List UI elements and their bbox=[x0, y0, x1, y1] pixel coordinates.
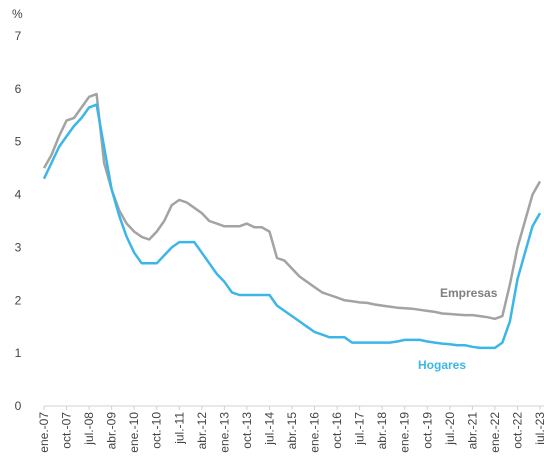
x-tick-label: oct.-07 bbox=[60, 412, 74, 449]
x-tick-label: oct.-10 bbox=[150, 412, 164, 449]
x-tick-label: jul.-08 bbox=[82, 412, 96, 446]
x-tick-label: abr.-21 bbox=[465, 412, 479, 450]
x-tick-label: jul.-20 bbox=[443, 412, 457, 446]
x-tick-label: jul.-17 bbox=[353, 412, 367, 446]
x-tick-label: ene.-07 bbox=[37, 412, 51, 453]
x-tick-label: jul.-14 bbox=[262, 412, 276, 446]
x-tick-label: abr.-09 bbox=[105, 412, 119, 450]
x-tick-label: ene.-22 bbox=[488, 412, 502, 453]
x-tick-label: abr.-12 bbox=[195, 412, 209, 450]
x-tick-label: jul.-11 bbox=[172, 412, 186, 445]
y-tick-label: 1 bbox=[15, 346, 22, 360]
x-tick-label: ene.-13 bbox=[217, 412, 231, 453]
y-tick-label: 2 bbox=[15, 293, 22, 307]
x-tick-label: abr.-15 bbox=[285, 412, 299, 450]
series-line bbox=[42, 103, 542, 350]
x-tick-label: jul.-23 bbox=[533, 412, 544, 446]
series-line bbox=[42, 92, 542, 321]
y-axis-label: % bbox=[12, 7, 23, 21]
x-tick-label: abr.-18 bbox=[375, 412, 389, 450]
y-tick-label: 0 bbox=[15, 399, 22, 413]
y-tick-label: 6 bbox=[15, 82, 22, 96]
x-tick-label: oct.-22 bbox=[510, 412, 524, 449]
x-tick-label: oct.-19 bbox=[420, 412, 434, 449]
y-tick-label: 3 bbox=[15, 240, 22, 254]
x-tick-label: ene.-10 bbox=[127, 412, 141, 453]
y-tick-label: 7 bbox=[15, 29, 22, 43]
series-label: Empresas bbox=[440, 286, 498, 300]
x-tick-label: oct.-16 bbox=[330, 412, 344, 449]
y-tick-label: 4 bbox=[15, 188, 22, 202]
x-tick-label: oct.-13 bbox=[240, 412, 254, 449]
y-tick-label: 5 bbox=[15, 135, 22, 149]
series-label: Hogares bbox=[418, 358, 466, 372]
x-tick-label: ene.-19 bbox=[398, 412, 412, 453]
x-tick-label: ene.-16 bbox=[308, 412, 322, 453]
